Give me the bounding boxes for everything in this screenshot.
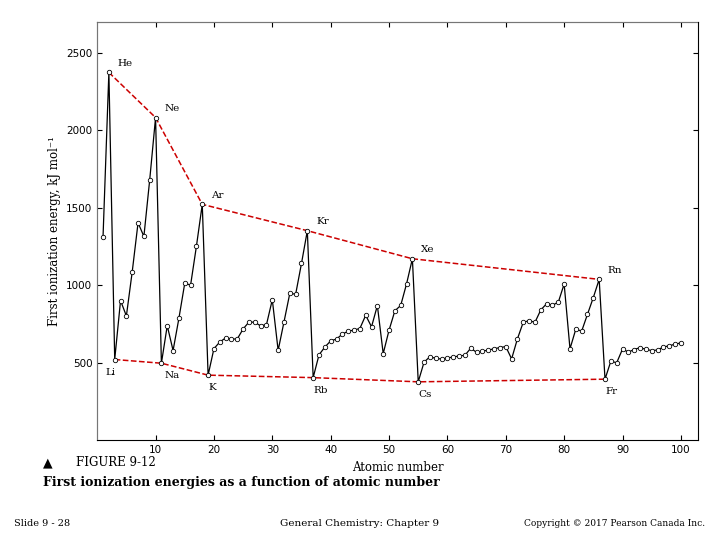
Text: Copyright © 2017 Pearson Canada Inc.: Copyright © 2017 Pearson Canada Inc. xyxy=(524,519,706,528)
Text: K: K xyxy=(208,383,216,392)
X-axis label: Atomic number: Atomic number xyxy=(352,461,444,474)
Text: General Chemistry: Chapter 9: General Chemistry: Chapter 9 xyxy=(280,519,440,528)
Text: Fr: Fr xyxy=(605,387,617,396)
Text: Cs: Cs xyxy=(418,390,431,399)
Text: Ar: Ar xyxy=(211,191,223,200)
Text: Slide 9 - 28: Slide 9 - 28 xyxy=(14,519,71,528)
Y-axis label: First ionization energy, kJ mol⁻¹: First ionization energy, kJ mol⁻¹ xyxy=(48,136,60,326)
Text: FIGURE 9-12: FIGURE 9-12 xyxy=(76,456,156,469)
Text: Ne: Ne xyxy=(164,104,179,113)
Text: Rb: Rb xyxy=(313,386,328,395)
Text: Rn: Rn xyxy=(608,266,622,275)
Text: He: He xyxy=(117,59,132,68)
Text: Na: Na xyxy=(164,372,179,380)
Text: Kr: Kr xyxy=(316,217,329,226)
Text: Xe: Xe xyxy=(421,245,435,254)
Text: Li: Li xyxy=(106,368,116,376)
Text: First ionization energies as a function of atomic number: First ionization energies as a function … xyxy=(43,476,440,489)
Text: ▲: ▲ xyxy=(43,456,53,469)
